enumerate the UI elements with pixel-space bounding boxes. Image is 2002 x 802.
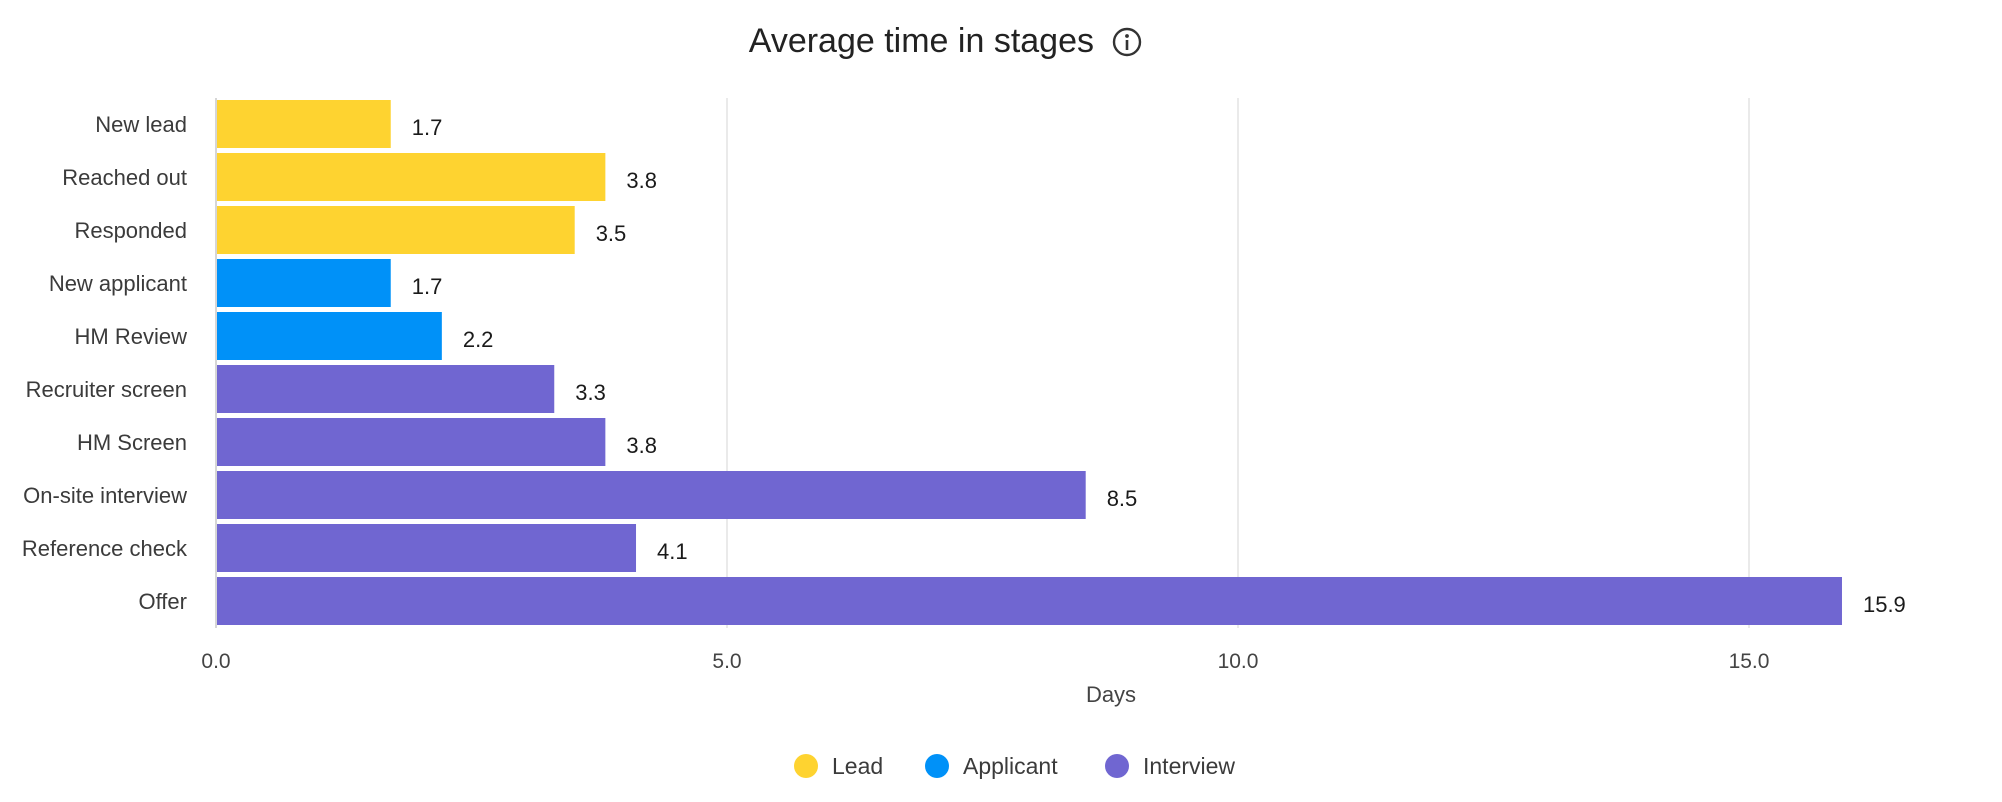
category-label: Offer <box>138 589 187 614</box>
bar[interactable] <box>217 259 391 307</box>
legend-item[interactable]: Applicant <box>925 753 1058 779</box>
x-tick-label: 0.0 <box>201 650 230 673</box>
bar[interactable] <box>217 418 606 466</box>
gridlines <box>215 98 1750 628</box>
bar[interactable] <box>217 153 606 201</box>
legend: Lead Applicant Interview <box>794 753 1235 779</box>
data-label: 8.5 <box>1107 486 1138 511</box>
value-labels: 1.7 3.8 3.5 1.7 2.2 3.3 3.8 8.5 4.1 15.9 <box>412 115 1906 617</box>
legend-label: Interview <box>1143 753 1235 779</box>
data-label: 3.8 <box>626 168 657 193</box>
category-labels: New lead Reached out Responded New applican… <box>22 112 188 614</box>
category-label: HM Screen <box>77 430 187 455</box>
bar[interactable] <box>217 524 637 572</box>
chart-title-group: Average time in stages <box>749 22 1142 60</box>
data-label: 1.7 <box>412 274 443 299</box>
legend-item[interactable]: Lead <box>794 753 883 779</box>
legend-item[interactable]: Interview <box>1105 753 1235 779</box>
data-label: 2.2 <box>463 327 494 352</box>
bar[interactable] <box>217 577 1842 625</box>
category-label: HM Review <box>75 324 188 349</box>
chart-title: Average time in stages <box>749 22 1094 60</box>
category-label: New applicant <box>49 271 187 296</box>
data-label: 4.1 <box>657 539 688 564</box>
data-label: 3.8 <box>626 433 657 458</box>
category-label: Responded <box>74 218 187 243</box>
category-label: Reference check <box>22 536 188 561</box>
category-label: New lead <box>95 112 187 137</box>
bar[interactable] <box>217 206 575 254</box>
category-label: Recruiter screen <box>26 377 187 402</box>
x-axis-title: Days <box>1086 682 1136 707</box>
category-label: Reached out <box>62 165 187 190</box>
bar[interactable] <box>217 312 442 360</box>
bar[interactable] <box>217 365 555 413</box>
legend-label: Lead <box>832 753 883 779</box>
bar[interactable] <box>217 471 1086 519</box>
data-label: 15.9 <box>1863 592 1906 617</box>
info-icon[interactable] <box>1112 27 1142 57</box>
legend-label: Applicant <box>963 753 1058 779</box>
x-tick-label: 5.0 <box>712 650 741 673</box>
category-label: On-site interview <box>23 483 187 508</box>
x-axis-ticks: 0.0 5.0 10.0 15.0 <box>201 650 1769 673</box>
x-tick-label: 10.0 <box>1218 650 1259 673</box>
legend-marker <box>1105 754 1129 778</box>
bar[interactable] <box>217 100 391 148</box>
x-tick-label: 15.0 <box>1729 650 1770 673</box>
legend-marker <box>794 754 818 778</box>
data-label: 3.5 <box>596 221 627 246</box>
bars <box>217 100 1842 625</box>
legend-marker <box>925 754 949 778</box>
data-label: 1.7 <box>412 115 443 140</box>
data-label: 3.3 <box>575 380 606 405</box>
